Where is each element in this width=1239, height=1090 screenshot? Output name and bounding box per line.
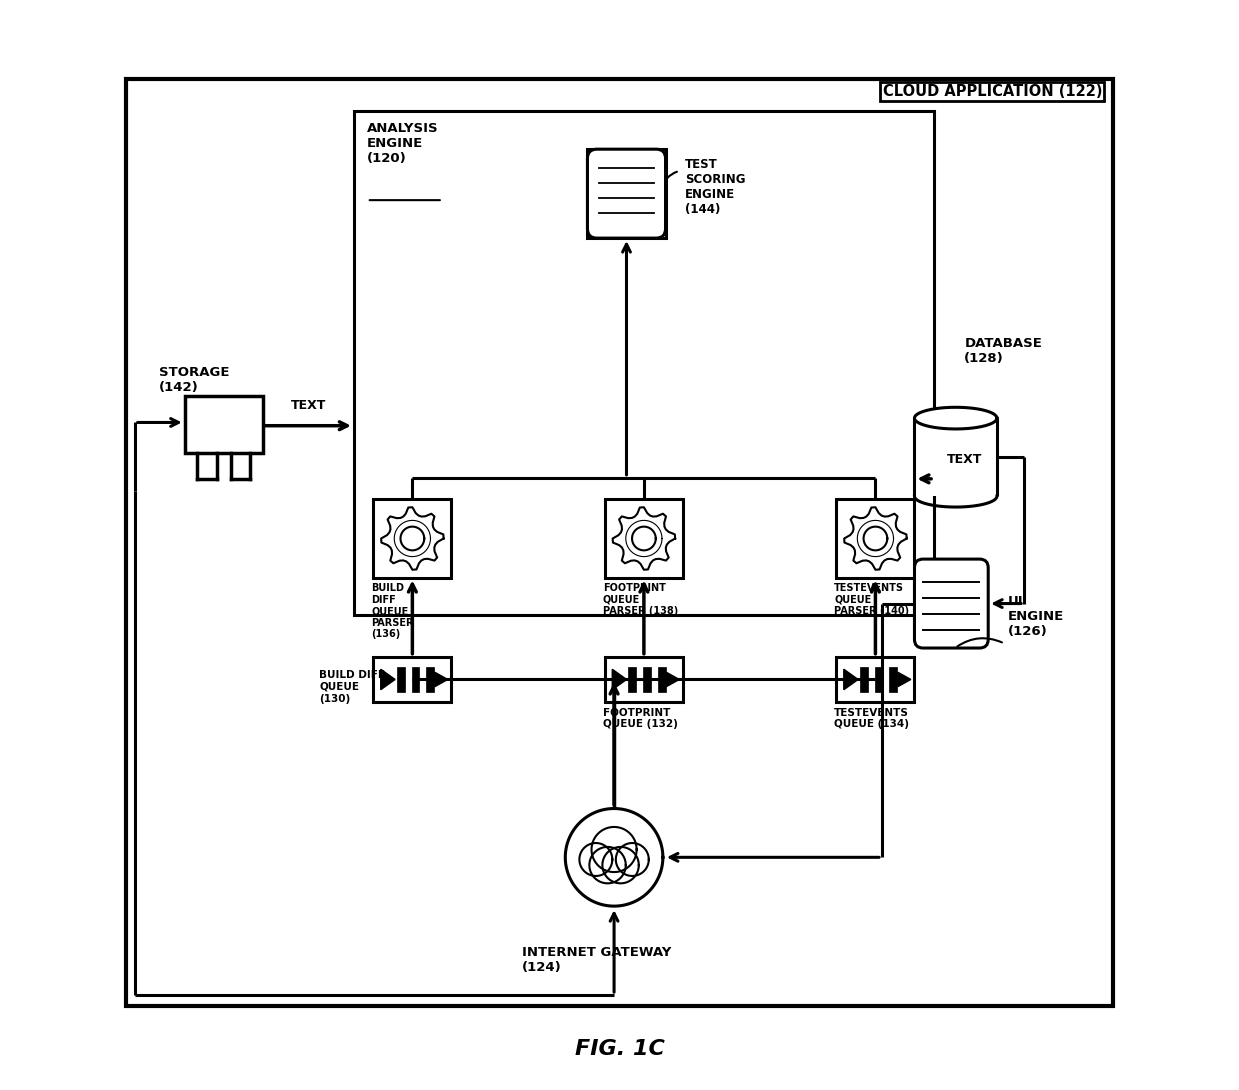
Bar — [605, 499, 683, 578]
Text: TEXT: TEXT — [291, 399, 326, 412]
Bar — [658, 667, 665, 692]
Polygon shape — [382, 507, 444, 570]
Polygon shape — [844, 507, 907, 570]
Text: TESTEVENTS
QUEUE
PARSER (140): TESTEVENTS QUEUE PARSER (140) — [834, 583, 909, 616]
Polygon shape — [864, 526, 887, 550]
Text: INTERNET GATEWAY
(124): INTERNET GATEWAY (124) — [522, 946, 672, 974]
Bar — [605, 656, 683, 702]
Bar — [860, 667, 867, 692]
Polygon shape — [612, 507, 675, 570]
Polygon shape — [667, 673, 679, 687]
Bar — [426, 667, 434, 692]
Bar — [836, 656, 914, 702]
Text: STORAGE
(142): STORAGE (142) — [159, 366, 229, 395]
Polygon shape — [914, 408, 997, 429]
FancyBboxPatch shape — [914, 559, 989, 649]
Text: BUILD DIFF
QUEUE
(130): BUILD DIFF QUEUE (130) — [320, 670, 385, 703]
Polygon shape — [400, 526, 424, 550]
Bar — [126, 78, 1113, 1006]
Bar — [373, 499, 451, 578]
Polygon shape — [590, 847, 626, 883]
Polygon shape — [587, 149, 665, 238]
Text: FOOTPRINT
QUEUE (132): FOOTPRINT QUEUE (132) — [602, 707, 678, 729]
Text: CLOUD APPLICATION (122): CLOUD APPLICATION (122) — [882, 84, 1101, 99]
Polygon shape — [844, 669, 859, 690]
Polygon shape — [602, 847, 639, 883]
Bar — [875, 667, 882, 692]
Text: TEST
SCORING
ENGINE
(144): TEST SCORING ENGINE (144) — [685, 158, 746, 216]
Text: TESTEVENTS
QUEUE (134): TESTEVENTS QUEUE (134) — [834, 707, 909, 729]
Polygon shape — [435, 673, 447, 687]
Polygon shape — [580, 843, 612, 876]
Text: BUILD
DIFF
QUEUE
PARSER
(136): BUILD DIFF QUEUE PARSER (136) — [372, 583, 414, 640]
Text: UI
ENGINE
(126): UI ENGINE (126) — [1007, 595, 1064, 639]
Bar — [836, 499, 914, 578]
Bar — [354, 111, 934, 616]
Polygon shape — [616, 843, 649, 876]
Polygon shape — [380, 669, 395, 690]
Bar — [411, 667, 419, 692]
Polygon shape — [612, 669, 627, 690]
Text: ANALYSIS
ENGINE
(120): ANALYSIS ENGINE (120) — [367, 122, 439, 165]
Text: TEXT: TEXT — [947, 452, 983, 465]
Bar — [373, 656, 451, 702]
FancyBboxPatch shape — [587, 149, 665, 238]
Bar — [643, 667, 650, 692]
Bar — [628, 667, 636, 692]
Bar — [890, 667, 897, 692]
Polygon shape — [632, 526, 655, 550]
Text: FOOTPRINT
QUEUE
PARSER (138): FOOTPRINT QUEUE PARSER (138) — [602, 583, 678, 616]
Text: DATABASE
(128): DATABASE (128) — [964, 337, 1042, 365]
Text: FIG. 1C: FIG. 1C — [575, 1039, 664, 1059]
Polygon shape — [898, 673, 911, 687]
Bar — [185, 397, 263, 452]
Bar — [396, 667, 405, 692]
Bar — [914, 419, 997, 496]
Polygon shape — [591, 827, 637, 872]
